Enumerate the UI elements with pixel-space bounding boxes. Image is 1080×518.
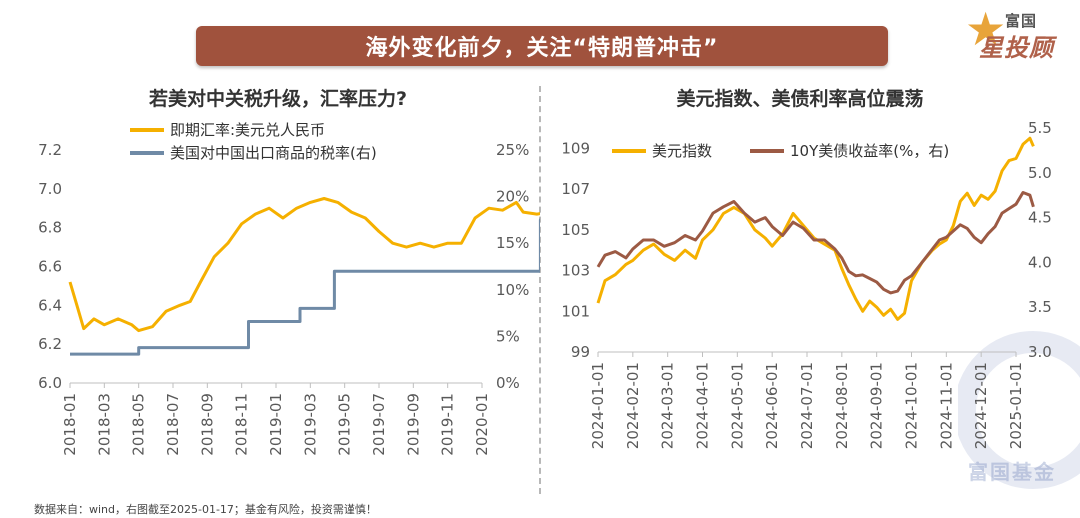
right-x-tick: 2024-09-01: [868, 362, 886, 449]
left-series-0-line: [68, 197, 540, 333]
left-yleft-tick: 7.2: [38, 141, 62, 159]
right-x-tick: 2024-02-01: [624, 362, 642, 449]
right-yleft-tick: 103: [561, 262, 590, 280]
left-x-tick: 2018-07: [164, 393, 182, 456]
right-yright-tick: 5.5: [1028, 119, 1052, 137]
right-x-tick: 2024-12-01: [972, 362, 990, 449]
left-x-tick: 2018-11: [233, 393, 251, 456]
right-x-tick: 2024-06-01: [763, 362, 781, 449]
right-yleft-tick: 105: [561, 221, 590, 239]
left-x-tick: 2018-03: [95, 393, 113, 456]
brand-logo: ★ 富国 星投顾: [965, 4, 1075, 64]
footer-note: 数据来自：wind，右图截至2025-01-17；基金有风险，投资需谨慎！: [34, 503, 377, 516]
left-yleft-tick: 6.4: [38, 296, 62, 314]
left-yleft-tick: 6.8: [38, 219, 62, 237]
right-chart: 美元指数、美债利率高位震荡 美元指数 10Y美债收益率(%，右) 99 101 103…: [561, 87, 1052, 449]
left-chart-title: 若美对中关税升级，汇率压力?: [149, 87, 407, 110]
left-legend-label-0: 即期汇率:美元兑人民币: [170, 121, 325, 139]
right-x-tick: 2025-01-01: [1007, 362, 1025, 449]
right-x-tick: 2024-08-01: [833, 362, 851, 449]
left-x-tick: 2019-09: [404, 393, 422, 456]
left-yright-tick: 15%: [496, 234, 529, 252]
left-x-tick: 2019-07: [370, 393, 388, 456]
left-x-tick: 2019-01: [267, 393, 285, 456]
right-yright-tick: 3.0: [1028, 343, 1052, 361]
right-yleft-tick: 107: [561, 180, 590, 198]
right-series-1-line: [596, 191, 1035, 295]
right-chart-title: 美元指数、美债利率高位震荡: [676, 87, 923, 110]
left-x-tick: 2018-05: [130, 393, 148, 456]
left-yleft-tick: 7.0: [38, 180, 62, 198]
right-yleft-tick: 99: [571, 343, 590, 361]
left-yright-tick: 5%: [496, 327, 520, 345]
right-x-tick: 2024-04-01: [694, 362, 712, 449]
left-x-tick: 2019-11: [439, 393, 457, 456]
panel-divider: [539, 86, 541, 494]
right-legend: 美元指数 10Y美债收益率(%，右): [612, 142, 949, 160]
watermark-text: 富国基金: [968, 460, 1056, 484]
left-x-tick: 2018-09: [198, 393, 216, 456]
left-yleft-tick: 6.6: [38, 258, 62, 276]
left-x-tick: 2018-01: [61, 393, 79, 456]
left-yleft-tick: 6.2: [38, 335, 62, 353]
right-yright-tick: 3.5: [1028, 298, 1052, 316]
right-series-0-line: [596, 136, 1035, 321]
left-yright-tick: 10%: [496, 281, 529, 299]
left-chart: 若美对中关税升级，汇率压力? 即期汇率:美元兑人民币美国对中国出口商品的税率(右…: [38, 87, 540, 456]
left-yright-tick: 25%: [496, 141, 529, 159]
right-yright-tick: 4.5: [1028, 209, 1052, 227]
right-x-tick: 2024-05-01: [728, 362, 746, 449]
right-x-tick: 2024-03-01: [659, 362, 677, 449]
right-legend-label-1: 10Y美债收益率(%，右): [790, 142, 949, 160]
page-title: 海外变化前夕，关注“特朗普冲击”: [365, 36, 719, 61]
left-x-tick: 2019-05: [336, 393, 354, 456]
right-x-tick: 2024-10-01: [903, 362, 921, 449]
left-yleft-tick: 6.0: [38, 374, 62, 392]
left-yright-tick: 0%: [496, 374, 520, 392]
watermark-logo-icon: [958, 331, 1080, 489]
logo-line2: 星投顾: [979, 34, 1054, 62]
right-x-tick: 2024-01-01: [589, 362, 607, 449]
right-x-tick: 2024-11-01: [937, 362, 955, 449]
header-banner: 海外变化前夕，关注“特朗普冲击”: [196, 26, 888, 66]
right-yleft-tick: 109: [561, 139, 590, 157]
left-legend-label-1: 美国对中国出口商品的税率(右): [170, 144, 377, 162]
right-yleft-tick: 101: [561, 302, 590, 320]
right-legend-label-0: 美元指数: [652, 142, 712, 160]
left-x-tick: 2019-03: [301, 393, 319, 456]
right-yright-tick: 5.0: [1028, 164, 1052, 182]
left-x-tick: 2020-01: [473, 393, 491, 456]
right-x-tick: 2024-07-01: [798, 362, 816, 449]
star-icon: ★: [965, 2, 1007, 56]
left-series-1-line: [70, 218, 540, 356]
logo-line1: 富国: [1005, 12, 1038, 30]
left-yright-tick: 20%: [496, 188, 529, 206]
right-yright-tick: 4.0: [1028, 253, 1052, 271]
